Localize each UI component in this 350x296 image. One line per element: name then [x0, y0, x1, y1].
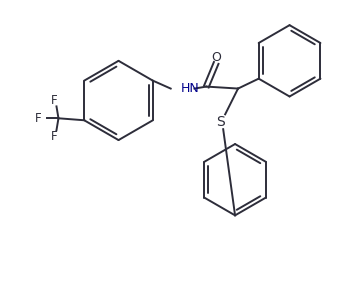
Text: O: O — [211, 51, 221, 64]
Text: F: F — [51, 94, 58, 107]
Text: F: F — [35, 112, 42, 125]
Text: S: S — [216, 115, 225, 129]
Text: F: F — [51, 130, 58, 143]
Text: HN: HN — [181, 82, 199, 95]
